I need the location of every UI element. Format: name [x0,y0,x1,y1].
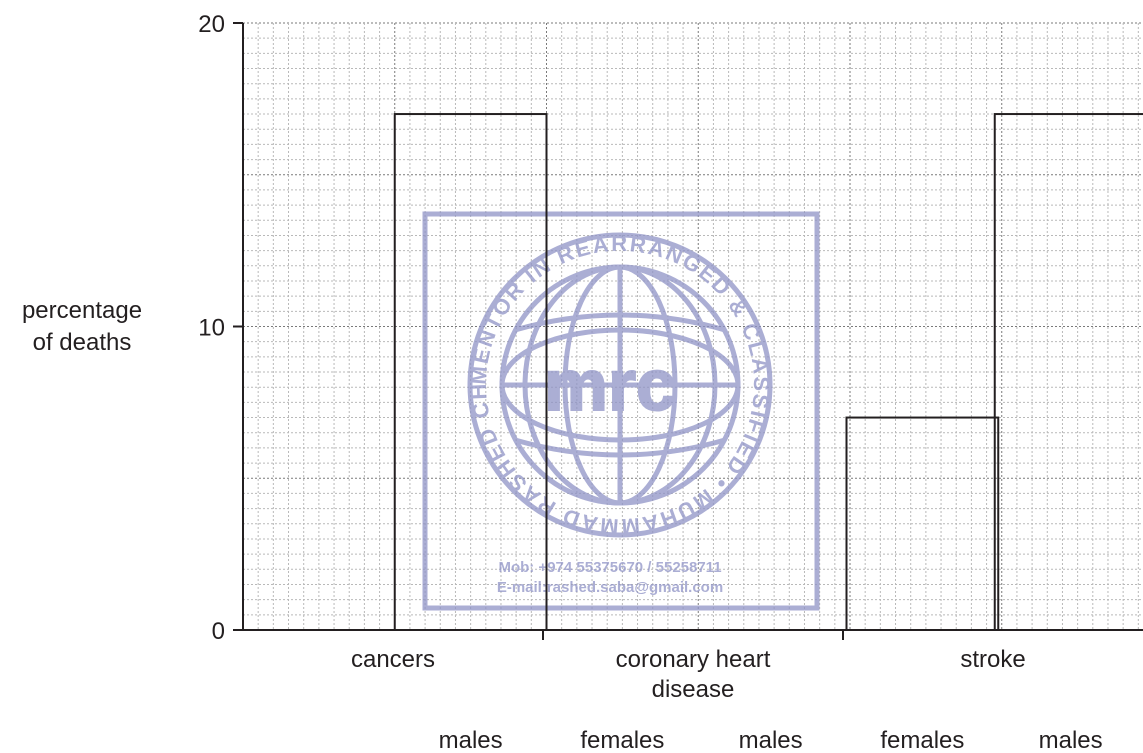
x-category-label: stroke [960,646,1025,673]
x-category-label: cancers [351,646,435,673]
x-sub-label: males [439,727,503,753]
y-axis-label: of deaths [33,329,132,356]
watermark-logo-text: mrc [544,346,676,426]
x-sub-label: females [880,727,964,753]
labels: 0 10 20 percentage of deaths cancers males fema… [22,11,1103,753]
watermark-globe-icon [467,232,773,538]
y-axis-label: percentage [22,297,142,324]
x-sub-label: males [739,727,803,753]
watermark-ring-text: MENTOR IN REARRANGED & CLASSIFIED • MUHA… [0,0,774,539]
x-sub-label: males [1039,727,1103,753]
watermark-email-text: E-mail:rashed.saba@gmail.com [497,579,723,596]
y-tick-label: 10 [198,315,225,342]
x-sub-label: females [580,727,664,753]
y-tick-label: 0 [212,618,225,645]
y-tick-label: 20 [198,11,225,38]
watermark-frame [422,211,820,611]
x-category-label: coronary heart [616,646,771,673]
watermark-mob-text: Mob: +974 55375670 / 55258711 [498,559,721,576]
axes [233,22,1143,640]
x-category-label: disease [652,676,735,703]
